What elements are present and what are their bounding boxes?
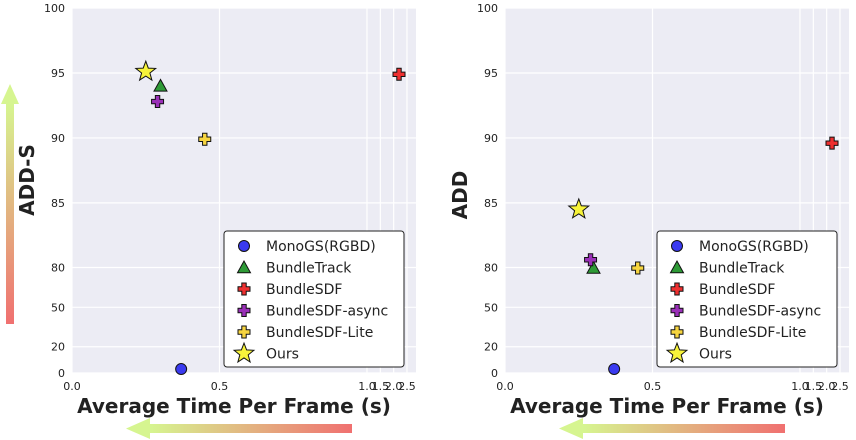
y-tick-label: 80 [51,262,65,275]
legend-entry: BundleSDF-Lite [266,325,373,341]
legend-marker [237,325,251,339]
legend-entry: MonoGS(RGBD) [266,239,376,255]
x-tick-label: 0.5 [211,380,229,393]
legend-marker [671,240,683,252]
legend-entry: BundleTrack [699,261,785,277]
data-point-bundletrack [153,78,168,92]
x-tick-label: 1.0 [791,380,809,393]
legend-entry: Ours [266,347,299,363]
legend-marker [237,304,251,317]
x-tick-label: 0.5 [644,380,662,393]
legend-marker [236,259,252,274]
legend-marker [238,240,250,252]
legend-entry: BundleSDF-Lite [699,325,806,341]
data-point-bundlesdf-async [151,95,165,109]
x-tick-label: 1.5 [805,380,823,393]
x-tick-label: 2.0 [385,380,403,393]
y-tick-label: 85 [51,197,65,210]
y-tick-label: 80 [484,262,498,275]
y-tick-label: 0 [491,367,498,380]
x-tick-label: 1.5 [372,380,390,393]
data-point-monogs-rgbd- [608,363,621,376]
data-point-bundlesdf [825,136,839,150]
x-axis-label: Average Time Per Frame (s) [510,394,824,418]
y-tick-label: 100 [44,2,65,15]
legend: MonoGS(RGBD) BundleTrack BundleSDF BundleSD… [223,230,405,368]
x-tick-label: 0.0 [496,380,514,393]
y-tick-label: 90 [484,132,498,145]
legend-entry: BundleSDF-async [266,304,388,320]
arrow-left-icon [126,418,150,439]
x-tick-label: 2.5 [398,380,416,393]
x-tick-label: 1.0 [358,380,376,393]
y-axis-label: ADD-S [15,144,39,216]
data-point-monogs-rgbd- [175,363,188,376]
legend-entry: BundleSDF [266,282,342,298]
legend-marker [665,341,689,364]
legend-marker [670,325,684,339]
legend-box [223,230,405,368]
legend-marker [232,341,256,364]
y-tick-label: 20 [484,341,498,354]
arrow-left-shaft [583,424,785,433]
legend-entry: Ours [699,347,732,363]
x-axis-label: Average Time Per Frame (s) [77,394,391,418]
data-point-bundlesdf-lite [631,261,645,275]
legend-entry: BundleSDF-async [699,304,821,320]
legend-entry: MonoGS(RGBD) [699,239,809,255]
y-tick-label: 85 [484,197,498,210]
y-tick-label: 50 [51,301,65,314]
arrow-up-shaft [6,104,14,324]
chart-panel-2: 0 20 50 80 85 90 95 100 0.0 0.5 1.01.52.02.5 Averag… [448,2,849,418]
legend-entry: BundleSDF [699,282,775,298]
arrow-up-icon [1,84,19,104]
legend-marker [669,259,685,274]
x-tick-label: 2.5 [831,380,849,393]
y-tick-label: 100 [477,2,498,15]
data-point-bundlesdf [392,67,406,81]
x-tick-label: 0.0 [63,380,81,393]
data-point-bundletrack [586,260,601,274]
legend-entry: BundleTrack [266,261,352,277]
legend-marker [670,282,684,296]
y-axis-label: ADD [448,171,472,220]
chart-panel-1: 0 20 50 80 85 90 95 100 0.0 0.5 1.01.52.02.5 Averag… [15,2,416,418]
y-tick-label: 50 [484,301,498,314]
y-tick-label: 95 [51,67,65,80]
legend: MonoGS(RGBD) BundleTrack BundleSDF BundleSD… [656,230,838,368]
y-tick-label: 20 [51,341,65,354]
y-tick-label: 0 [58,367,65,380]
data-point-bundlesdf-async [584,253,598,267]
data-point-ours [567,197,591,219]
y-tick-label: 95 [484,67,498,80]
data-point-ours [134,59,158,82]
x-tick-label: 2.0 [818,380,836,393]
legend-box [656,230,838,368]
legend-marker [237,282,251,296]
arrow-left-shaft [150,424,352,433]
y-tick-label: 90 [51,132,65,145]
legend-marker [670,304,684,317]
data-point-bundlesdf-lite [198,132,212,146]
arrow-left-icon [559,418,583,439]
